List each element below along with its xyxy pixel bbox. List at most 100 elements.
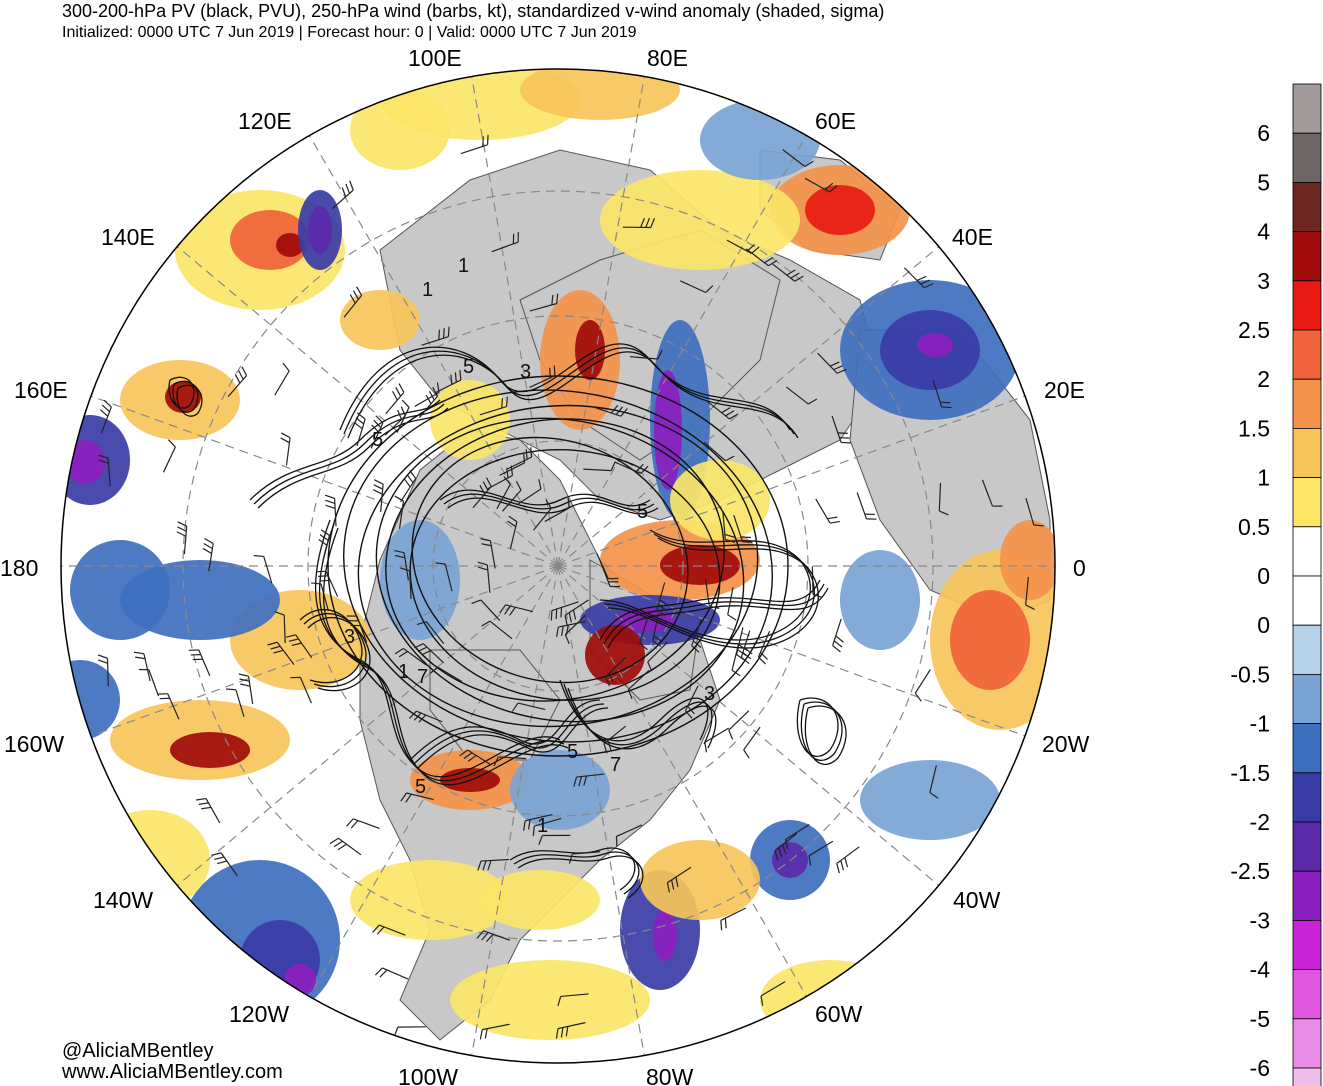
wind-barb-feather [400,406,406,417]
wind-barb-feather [510,465,514,476]
pv-label-7: 7 [610,754,621,776]
pv-contour-6-0 [409,699,601,761]
wind-barb-feather [413,712,422,721]
wind-barb-feather [923,283,934,289]
wind-barb-feather [691,645,700,653]
anomaly-blob-13 [917,333,953,357]
wind-barb-shaft [517,488,542,505]
pv-contour-0-0 [339,343,791,431]
wind-barb [815,498,840,524]
longitude-label-60W: 60W [815,1001,863,1027]
wind-barb-feather [375,415,384,424]
wind-barb [413,643,445,664]
wind-barb-feather [478,566,488,571]
wind-barb-feather [760,995,764,1006]
colorbar-swatch-7 [1292,427,1322,478]
wind-barb [704,578,720,610]
colorbar-swatch-14 [1292,772,1322,823]
wind-barb [290,676,312,704]
wind-barb-feather [463,752,473,760]
colorbar-swatch-3 [1292,231,1322,282]
wind-barb [280,432,291,466]
longitude-label-20E: 20E [1044,377,1085,403]
wind-barb-feather [270,645,281,650]
colorbar-label: -1.5 [1230,760,1270,786]
wind-barb [459,749,492,766]
wind-barb-feather [844,857,849,868]
colorbar-label: -4 [1250,957,1271,983]
colorbar-swatch-5 [1292,329,1322,380]
wind-barb [499,604,533,616]
anomaly-blob-57 [480,870,600,930]
wind-barb [785,386,818,405]
wind-barb-feather [395,387,402,397]
colorbar-swatch-11 [1292,624,1322,675]
wind-barb [477,561,491,593]
wind-barb-feather [827,516,838,520]
wind-barb-feather [493,756,499,767]
wind-barb [757,631,771,665]
wind-barb-shaft [544,507,570,522]
wind-barb-shaft [437,666,463,683]
anomaly-blob-59 [1000,520,1055,600]
wind-barb [285,634,313,659]
colorbar-label: 0.5 [1238,514,1270,540]
wind-barb-feather [413,643,424,649]
wind-barb-feather [578,776,583,787]
wind-barb [720,907,747,931]
wind-barb [481,620,513,640]
wind-barb [343,286,363,318]
wind-barb-feather [790,272,800,279]
wind-barb-feather [564,615,568,626]
wind-barb-feather [785,839,789,850]
wind-barb [743,726,761,759]
wind-barb-feather [373,489,383,495]
wind-barb-feather [241,366,248,376]
wind-barb-feather [560,607,563,618]
wind-barb-feather [373,484,383,490]
wind-barb [511,702,546,712]
pv-contour-11-0 [796,697,839,757]
wind-barb-feather [177,526,187,532]
wind-barb-feather [1025,604,1035,610]
colorbar: 6 5 4 3 2.5 2 1.5 1 0.5 0 0 -0.5 -1 -1.5 -2 -2.5 -3 -4 -5 -… [1230,83,1322,1086]
colorbar-label: -6 [1250,1055,1270,1081]
credit-handle: @AliciaMBentley [62,1040,214,1062]
wind-barb-feather [721,407,731,414]
wind-barb [429,666,463,683]
wind-barb-shaft [396,407,410,433]
meridian-8 [90,395,559,567]
meridian-17 [557,565,1026,737]
wind-barb [253,555,273,584]
wind-barb [502,481,522,512]
wind-barb-feather [835,635,844,643]
wind-barb [98,454,111,487]
meridian-7 [176,246,559,567]
wind-barb-feather [486,933,494,943]
wind-barb-feather [751,246,760,254]
wind-barb-feather [567,497,570,508]
wind-barb-feather [610,461,616,471]
longitude-label-160W: 160W [4,731,64,757]
wind-barb-feather [794,275,804,282]
wind-barb-feather [428,390,435,401]
wind-barb-feather [281,432,291,439]
wind-barb [550,601,579,621]
wind-barb-shaft [534,817,562,827]
wind-barb-feather [349,294,356,304]
wind-barb [722,511,736,543]
meridian-13 [471,565,559,1056]
wind-barb-feather [103,399,112,408]
wind-barb [506,447,533,470]
wind-barb [374,967,409,980]
wind-barb-shaft [274,370,290,396]
pv-label-5: 5 [372,429,383,451]
wind-barb-feather [939,510,949,516]
wind-barb-shaft [414,391,440,407]
wind-barb-feather [736,654,746,661]
colorbar-swatch-2 [1292,181,1322,232]
pv-contour-5-1 [603,583,825,645]
wind-barb-feather [553,365,556,376]
wind-barb-feather [274,611,285,616]
wind-barb-feather [280,437,290,444]
